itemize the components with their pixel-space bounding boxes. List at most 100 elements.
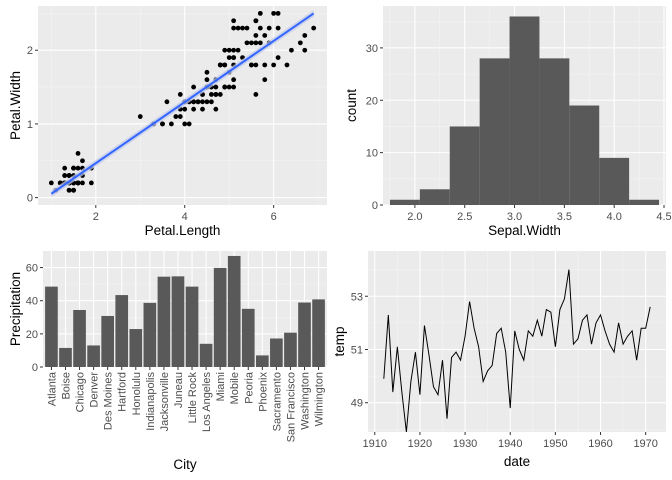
y-tick-label: 49	[351, 398, 363, 410]
x-tick-label: 1910	[363, 438, 387, 450]
histogram-bar	[449, 126, 480, 205]
data-point	[253, 62, 259, 68]
x-axis-title: Sepal.Width	[488, 223, 561, 238]
data-point	[204, 69, 210, 75]
data-point	[168, 121, 174, 127]
data-point	[75, 180, 81, 186]
y-tick-label: 30	[366, 43, 378, 55]
y-tick-label: 20	[366, 95, 378, 107]
data-point	[302, 33, 308, 38]
data-point	[177, 114, 183, 119]
city-tick-label: Atlanta	[46, 371, 58, 406]
city-tick-label: Chicago	[75, 372, 87, 412]
x-tick-label: 1930	[453, 438, 477, 450]
x-tick-label: 4	[182, 211, 188, 223]
y-axis-title: Petal.Width	[8, 71, 23, 140]
data-point	[235, 25, 241, 31]
data-point	[173, 114, 179, 119]
data-point	[275, 10, 281, 16]
precipitation-bar	[270, 338, 283, 367]
histogram-bar	[569, 105, 600, 205]
city-tick-label: Little Rock	[187, 372, 199, 424]
data-point	[200, 106, 205, 112]
data-point	[249, 62, 254, 68]
data-point	[213, 106, 219, 112]
precipitation-bar	[256, 355, 269, 367]
data-point	[204, 99, 210, 105]
city-tick-label: Jacksonville	[159, 372, 171, 431]
data-point	[182, 106, 188, 112]
panel-sepal-histogram: 0 10 20 30 2.0 2.5 3.0 3.5 4.0 4.5 Sepal.Width coun…	[344, 6, 672, 238]
y-tick-label: 60	[26, 263, 38, 275]
x-axis-title: City	[173, 457, 196, 472]
data-point	[253, 40, 259, 46]
precipitation-bar	[284, 332, 297, 367]
data-point	[195, 99, 201, 105]
x-axis-title: date	[504, 454, 530, 469]
data-point	[204, 77, 210, 83]
data-point	[231, 84, 237, 90]
data-point	[217, 92, 223, 97]
temperature-series-line	[383, 269, 651, 433]
y-tick-label: 51	[351, 344, 363, 356]
city-tick-label: San Francisco	[285, 372, 297, 442]
data-point	[62, 165, 68, 171]
data-point	[191, 84, 197, 90]
precipitation-bar	[129, 329, 143, 367]
x-tick-label: 2.0	[407, 211, 422, 223]
data-point	[240, 25, 245, 31]
data-point	[257, 10, 263, 16]
data-point	[271, 62, 277, 68]
data-point	[182, 121, 188, 127]
data-point	[177, 92, 183, 97]
data-point	[262, 77, 268, 83]
data-point	[75, 165, 81, 171]
city-tick-label: Miami	[215, 372, 227, 401]
precipitation-bar	[312, 299, 325, 367]
data-point	[191, 99, 197, 105]
data-point	[284, 62, 290, 68]
histogram-bar	[629, 199, 660, 205]
data-point	[71, 187, 76, 193]
data-point	[191, 106, 197, 112]
precipitation-bar	[101, 315, 114, 367]
data-point	[209, 92, 214, 97]
x-tick-label: 1970	[633, 438, 657, 450]
data-point	[231, 77, 237, 83]
x-tick-label: 4.5	[656, 211, 671, 223]
data-point	[271, 10, 277, 16]
x-tick-label: 3.0	[507, 211, 522, 223]
data-point	[213, 84, 219, 90]
panel-petal-scatter: 0 1 2 2 4 6 Petal.Length Petal.Width	[8, 6, 327, 238]
y-tick-label: 1	[27, 119, 33, 131]
data-point	[75, 151, 81, 156]
precipitation-bar	[298, 302, 311, 367]
x-tick-label: 1950	[543, 438, 567, 450]
city-tick-label: Denver	[89, 372, 101, 408]
data-point	[275, 25, 281, 31]
city-tick-label: Indianapolis	[145, 372, 157, 431]
x-tick-label: 4.0	[607, 211, 622, 223]
y-axis-title: temp	[332, 326, 347, 356]
y-axis-title: Precipitation	[8, 272, 23, 346]
data-point	[62, 173, 68, 178]
precipitation-bar	[241, 308, 255, 367]
data-point	[80, 180, 85, 186]
data-point	[289, 47, 294, 53]
data-point	[231, 47, 237, 53]
city-tick-label: Hartford	[117, 372, 129, 412]
data-point	[257, 40, 263, 46]
histogram-bar	[419, 189, 450, 205]
data-point	[231, 55, 237, 60]
x-tick-label: 1940	[498, 438, 522, 450]
city-tick-label: Boise	[60, 372, 72, 400]
city-tick-label: Mobile	[229, 372, 241, 404]
precipitation-bar	[73, 309, 86, 367]
city-tick-label: Peoria	[243, 371, 255, 404]
precipitation-bar	[171, 276, 185, 367]
city-tick-label: Wilmington	[314, 372, 326, 426]
data-point	[222, 62, 228, 68]
data-point	[257, 25, 263, 31]
x-tick-label: 6	[271, 211, 277, 223]
